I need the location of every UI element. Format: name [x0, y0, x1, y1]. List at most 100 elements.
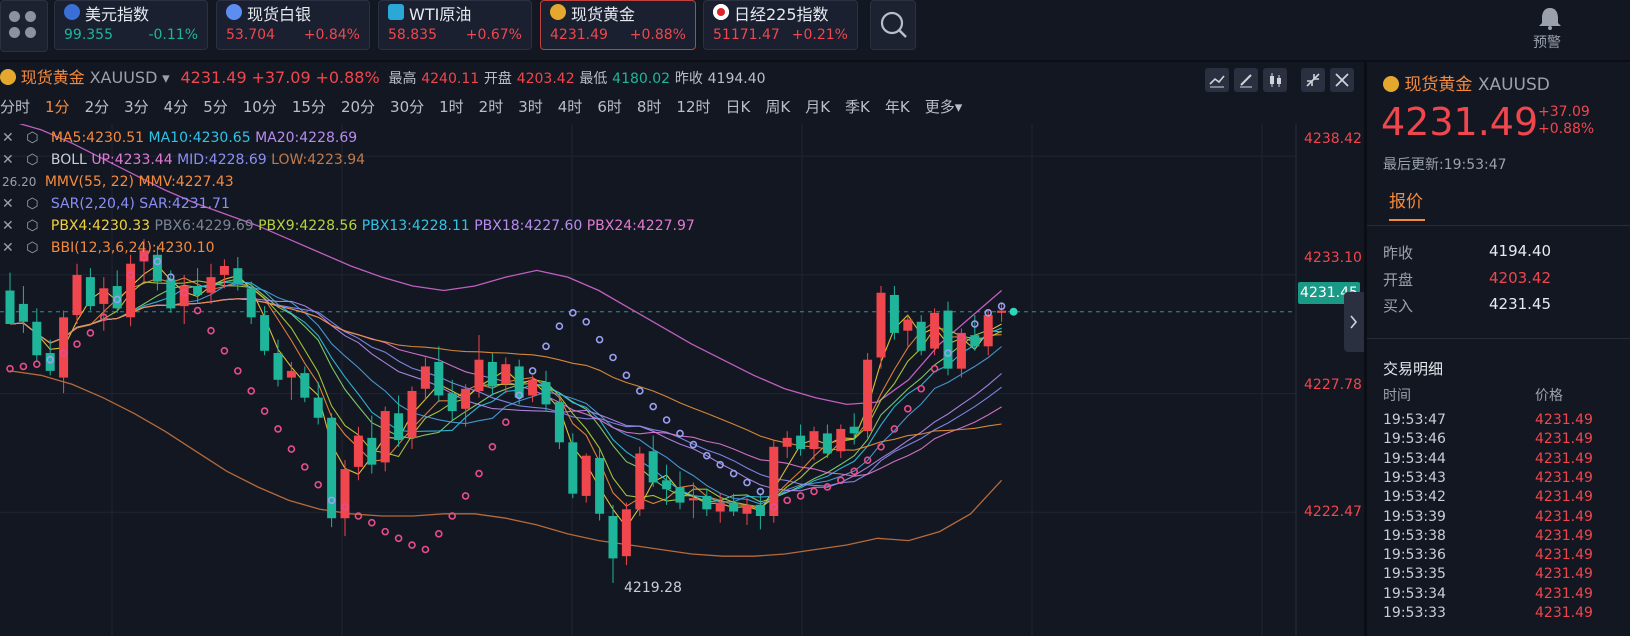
sar-dot: [220, 346, 229, 355]
search-button[interactable]: [870, 0, 916, 50]
sar-dot: [327, 496, 336, 505]
sar-legend: ✕ ⬡ SAR(2,20,4) SAR:4231.71: [0, 196, 230, 216]
pencil-icon[interactable]: [1234, 68, 1258, 92]
interval-tab[interactable]: 2时: [478, 98, 504, 116]
col-price: 价格: [1535, 388, 1563, 404]
candle-body: [152, 254, 162, 282]
sar-dot: [381, 527, 390, 536]
settings-icon[interactable]: ⬡: [26, 196, 39, 212]
ticker-wti-oil[interactable]: WTI原油 58.835 +0.67%: [378, 0, 532, 50]
prev-close-label: 昨收: [674, 71, 703, 87]
sar-dot: [984, 309, 993, 317]
interval-tab[interactable]: 年K: [884, 98, 910, 116]
candle-body: [822, 433, 832, 454]
sar-dot: [421, 545, 430, 554]
sar-dot: [635, 387, 644, 395]
sar-dot: [515, 391, 524, 400]
trade-row: 19:53:44 4231.49: [1383, 451, 1593, 467]
settings-icon[interactable]: ⬡: [26, 152, 39, 168]
trade-time: 19:53:39: [1383, 508, 1446, 525]
sar-dot: [59, 349, 68, 357]
trade-time: 19:53:33: [1383, 605, 1446, 621]
interval-tab[interactable]: 分时: [0, 98, 31, 116]
candle-body: [313, 397, 323, 418]
ticker-change: -0.11%: [148, 27, 198, 43]
chevron-down-icon[interactable]: ▾: [162, 69, 170, 87]
expand-panel-button[interactable]: [1344, 292, 1364, 352]
sar-dot: [769, 503, 778, 511]
close-icon[interactable]: [1330, 68, 1354, 92]
tab-indicator: [1389, 219, 1425, 221]
trade-row: 19:53:39 4231.49: [1383, 508, 1593, 525]
tab-quote[interactable]: 报价: [1389, 192, 1423, 212]
ticker-usd-index[interactable]: 美元指数 99.355 -0.11%: [54, 0, 208, 50]
interval-tab[interactable]: 3分: [124, 98, 149, 116]
candle-body: [809, 431, 819, 450]
interval-tab[interactable]: 20分: [340, 98, 376, 116]
interval-tab[interactable]: 月K: [805, 98, 831, 116]
ticker-gold[interactable]: 现货黄金 4231.49 +0.88%: [540, 0, 696, 50]
close-icon[interactable]: ✕: [2, 218, 14, 234]
pbx18-value: PBX18:4227.60: [474, 218, 583, 234]
candle-body: [85, 277, 95, 307]
candle-body: [139, 250, 149, 262]
sar-dot: [863, 456, 872, 464]
us-flag-icon: [64, 4, 80, 20]
candle-body: [528, 379, 538, 396]
sar-dot: [662, 416, 671, 424]
ticker-silver[interactable]: 现货白银 53.704 +0.84%: [216, 0, 370, 50]
oil-icon: [388, 4, 404, 20]
candlestick-icon[interactable]: [1263, 68, 1287, 92]
interval-tab[interactable]: 1分: [45, 98, 70, 116]
candle-body: [930, 312, 940, 349]
sar-dot: [595, 335, 604, 344]
sar-dot: [287, 445, 296, 453]
interval-tab[interactable]: 4时: [557, 98, 583, 116]
candle-body: [300, 373, 310, 398]
interval-tab[interactable]: 2分: [84, 98, 110, 116]
close-icon[interactable]: ✕: [2, 130, 14, 146]
candle-body: [595, 457, 605, 514]
candle-body: [394, 413, 404, 441]
close-icon[interactable]: ✕: [2, 152, 14, 168]
interval-tab[interactable]: 15分: [291, 98, 326, 116]
trades-title: 交易明细: [1383, 360, 1444, 378]
interval-tab[interactable]: 5分: [203, 98, 228, 116]
close-icon[interactable]: ✕: [2, 240, 14, 256]
collapse-icon[interactable]: [1301, 68, 1325, 92]
candle-body: [662, 480, 672, 490]
settings-icon[interactable]: ⬡: [26, 218, 39, 234]
interval-tab[interactable]: 10分: [242, 98, 277, 116]
panel-instrument-symbol: XAUUSD: [1477, 75, 1550, 95]
alert-button[interactable]: 预警: [1530, 4, 1570, 51]
interval-tab[interactable]: 季K: [845, 98, 870, 116]
interval-tab[interactable]: 日K: [725, 98, 751, 116]
mmv-legend: 26.20 MMV(55, 22) MMV:4227.43: [0, 174, 234, 194]
col-time: 时间: [1383, 388, 1411, 404]
interval-tab[interactable]: 6时: [597, 98, 622, 116]
candle-body: [621, 509, 631, 557]
apps-grid-icon[interactable]: [0, 0, 48, 52]
settings-icon[interactable]: ⬡: [26, 130, 39, 146]
ticker-nikkei[interactable]: 日经225指数 51171.47 +0.21%: [703, 0, 858, 50]
ticker-change: +0.21%: [791, 27, 848, 43]
candle-body: [32, 321, 42, 356]
interval-tab[interactable]: 周K: [765, 98, 791, 116]
sar-dot: [46, 355, 55, 364]
candle-body: [648, 451, 658, 483]
interval-tab[interactable]: 3时: [518, 98, 543, 116]
interval-tab[interactable]: 4分: [163, 98, 189, 116]
line-tool-icon[interactable]: [1205, 68, 1229, 92]
interval-tab[interactable]: 12时: [676, 98, 711, 116]
interval-tab[interactable]: 1时: [439, 98, 464, 116]
chevron-right-icon: [1350, 315, 1358, 329]
sar-dot: [756, 487, 765, 496]
close-icon[interactable]: ✕: [2, 196, 14, 212]
trade-price: 4231.49: [1535, 450, 1593, 467]
interval-tab[interactable]: 更多▾: [924, 98, 963, 116]
interval-tab[interactable]: 8时: [636, 98, 662, 116]
settings-icon[interactable]: ⬡: [26, 240, 39, 256]
price-chart[interactable]: [0, 124, 1362, 636]
ticker-name: WTI原油: [409, 5, 472, 24]
interval-tab[interactable]: 30分: [390, 98, 425, 116]
